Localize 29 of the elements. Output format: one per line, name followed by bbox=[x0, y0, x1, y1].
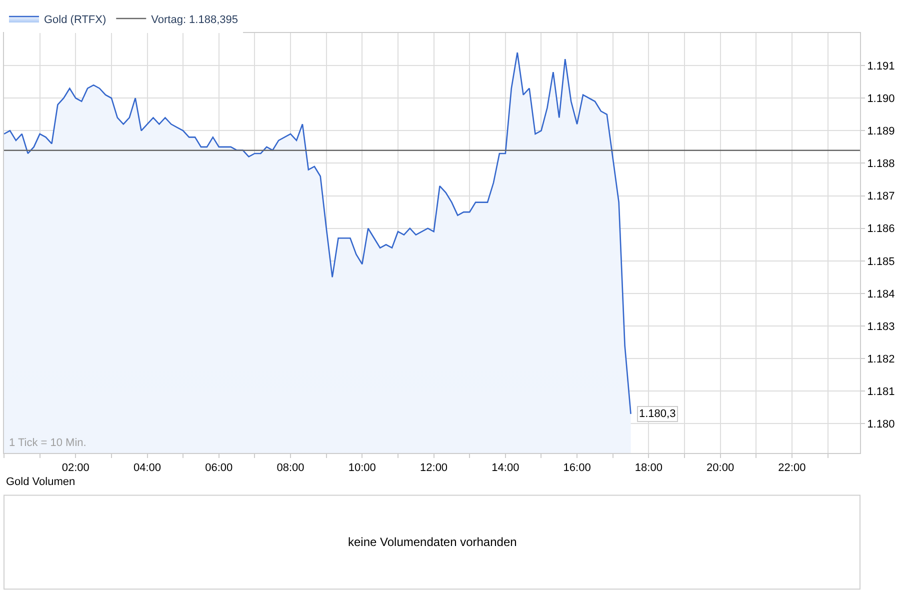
x-tick-label: 08:00 bbox=[276, 462, 304, 474]
text: keine Volumendaten vorhanden bbox=[348, 535, 517, 549]
x-tick-label: 14:00 bbox=[492, 462, 520, 474]
annotation: 1 Tick = 10 Min. bbox=[9, 437, 86, 449]
x-tick-label: 18:00 bbox=[634, 462, 662, 474]
y-tick-label: 1.185 bbox=[867, 256, 895, 268]
y-tick-label: 1.187 bbox=[867, 190, 895, 203]
x-tick-label: 16:00 bbox=[563, 462, 591, 474]
x-tick-label: 06:00 bbox=[205, 462, 233, 474]
legend-label: Gold (RTFX) bbox=[44, 14, 106, 26]
y-tick-label: 1.191 bbox=[867, 60, 895, 72]
y-tick-label: 1.186 bbox=[867, 223, 895, 236]
y-tick-label: 1.180 bbox=[867, 418, 895, 431]
y-tick-label: 1.190 bbox=[867, 92, 895, 105]
y-tick-label: 1.189 bbox=[867, 126, 895, 138]
text: Gold Volumen bbox=[6, 476, 76, 488]
x-tick-label: 02:00 bbox=[62, 462, 90, 474]
y-tick-label: 1.184 bbox=[867, 288, 895, 300]
y-tick-label: 1.181 bbox=[867, 386, 895, 398]
y-tick-label: 1.183 bbox=[867, 320, 895, 333]
annotation: 1.180,3 bbox=[639, 408, 676, 420]
legend-label: Vortag: 1.188,395 bbox=[151, 14, 238, 26]
y-tick-label: 1.182 bbox=[867, 353, 895, 366]
x-tick-label: 04:00 bbox=[133, 462, 162, 474]
x-tick-label: 20:00 bbox=[706, 462, 734, 474]
x-tick-label: 10:00 bbox=[348, 462, 376, 474]
x-tick-label: 12:00 bbox=[420, 462, 448, 474]
x-tick-label: 22:00 bbox=[778, 462, 806, 474]
y-tick-label: 1.188 bbox=[867, 158, 895, 170]
